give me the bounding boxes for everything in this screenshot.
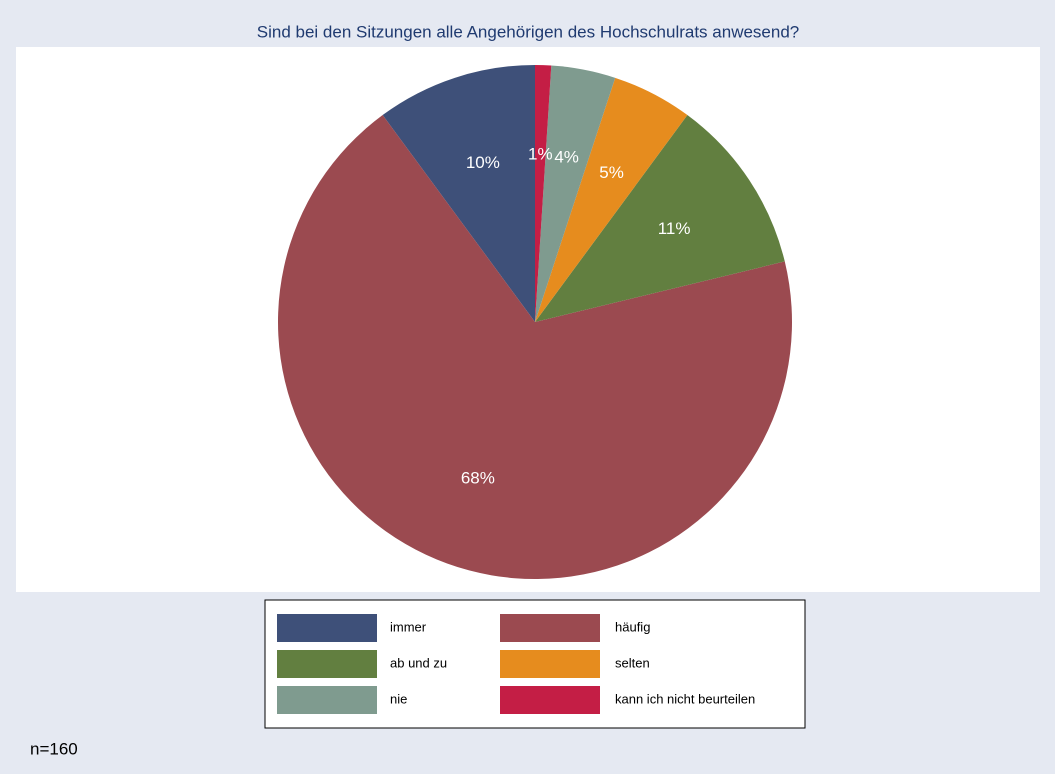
legend-label: ab und zu (390, 655, 447, 670)
legend-swatch (277, 614, 377, 642)
pie-slice (535, 115, 785, 322)
pie-slice (535, 77, 688, 322)
legend-label: immer (390, 619, 427, 634)
slice-label: 68% (461, 468, 495, 487)
slice-label: 4% (554, 147, 579, 166)
slice-label: 10% (466, 153, 500, 172)
slice-label: 5% (599, 163, 624, 182)
slice-label: 11% (658, 219, 691, 238)
pie-slice (382, 65, 535, 322)
legend-swatch (500, 614, 600, 642)
legend-label: häufig (615, 619, 650, 634)
legend-label: nie (390, 691, 407, 706)
legend-label: kann ich nicht beurteilen (615, 691, 755, 706)
pie-slice (535, 65, 616, 322)
legend-swatch (500, 686, 600, 714)
legend-swatch (277, 686, 377, 714)
legend-swatch (277, 650, 377, 678)
legend-label: selten (615, 655, 650, 670)
pie-slice (535, 65, 552, 322)
note: n=160 (30, 739, 78, 758)
chart-title: Sind bei den Sitzungen alle Angehörigen … (257, 22, 800, 41)
legend-swatch (500, 650, 600, 678)
slice-label: 1% (528, 145, 553, 164)
pie-slice (278, 115, 792, 580)
